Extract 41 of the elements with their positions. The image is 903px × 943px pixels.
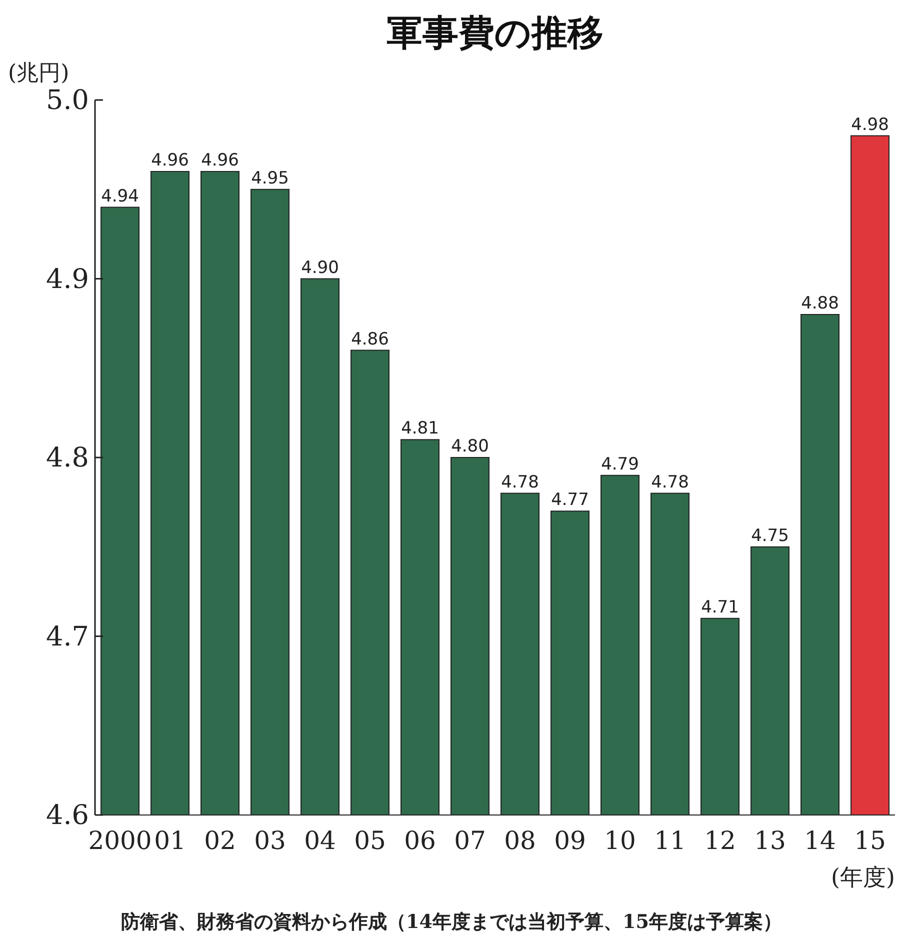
x-tick-label: 11: [654, 826, 686, 855]
data-label: 4.80: [451, 436, 489, 456]
data-label: 4.77: [551, 490, 589, 510]
y-axis-title: (兆円): [8, 61, 70, 86]
x-tick-label: 2000: [88, 826, 152, 855]
x-tick-label: 03: [254, 826, 286, 855]
x-axis-title: (年度): [831, 865, 895, 891]
chart-title: 軍事費の推移: [386, 13, 604, 54]
data-label: 4.78: [501, 472, 539, 492]
x-tick-label: 15: [854, 826, 886, 855]
data-label: 4.88: [801, 294, 839, 314]
x-tick-label: 06: [404, 826, 436, 855]
x-tick-label: 05: [354, 826, 386, 855]
data-label: 4.96: [151, 150, 189, 170]
data-label: 4.86: [351, 329, 389, 350]
y-tick-label: 4.9: [46, 264, 89, 295]
data-label: 4.95: [251, 168, 289, 188]
x-tick-label: 08: [504, 826, 536, 855]
data-label: 4.90: [301, 258, 339, 278]
x-tick-label: 01: [154, 826, 186, 855]
x-tick-label: 07: [454, 826, 486, 855]
data-label: 4.75: [751, 526, 789, 546]
y-tick-label: 4.7: [46, 621, 89, 652]
data-label: 4.81: [401, 418, 439, 439]
y-tick-label: 5.0: [46, 85, 89, 116]
x-tick-label: 12: [704, 826, 736, 855]
data-label: 4.94: [101, 186, 139, 206]
data-label: 4.78: [651, 472, 689, 492]
x-tick-label: 09: [554, 826, 586, 855]
text: 防衛省、財務省の資料から作成（14年度までは当初予算、15年度は予算案）: [121, 911, 782, 933]
data-label: 4.71: [701, 597, 739, 618]
data-label: 4.98: [851, 114, 889, 135]
x-tick-label: 04: [304, 826, 336, 855]
data-label: 4.79: [601, 454, 639, 474]
data-label: 4.96: [201, 150, 239, 170]
x-tick-label: 02: [204, 826, 236, 855]
y-tick-label: 4.8: [46, 442, 89, 474]
y-tick-label: 4.6: [46, 800, 89, 831]
x-tick-label: 10: [604, 826, 636, 855]
x-tick-label: 13: [754, 826, 786, 855]
x-tick-label: 14: [804, 826, 836, 855]
